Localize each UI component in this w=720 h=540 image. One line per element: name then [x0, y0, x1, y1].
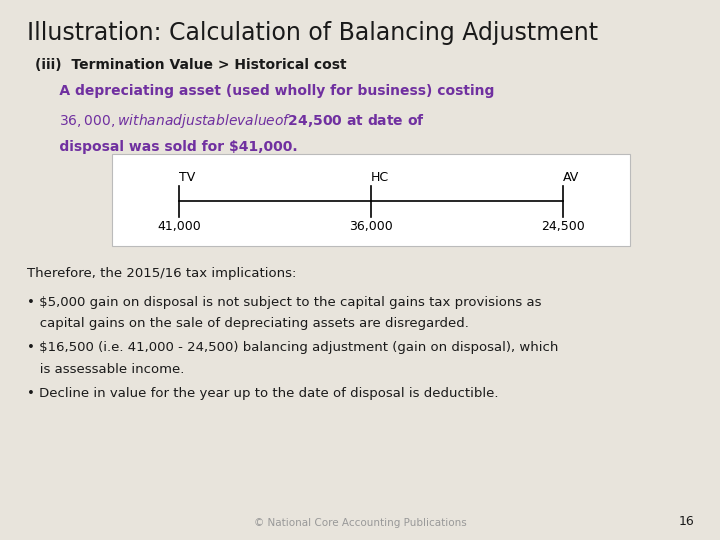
Text: A depreciating asset (used wholly for business) costing: A depreciating asset (used wholly for bu… — [35, 84, 494, 98]
Text: • $5,000 gain on disposal is not subject to the capital gains tax provisions as: • $5,000 gain on disposal is not subject… — [27, 296, 542, 309]
Text: Illustration: Calculation of Balancing Adjustment: Illustration: Calculation of Balancing A… — [27, 21, 598, 44]
Text: 41,000: 41,000 — [157, 220, 201, 233]
FancyBboxPatch shape — [112, 154, 630, 246]
Text: • Decline in value for the year up to the date of disposal is deductible.: • Decline in value for the year up to th… — [27, 387, 499, 400]
Text: AV: AV — [562, 171, 579, 184]
Text: TV: TV — [179, 171, 195, 184]
Text: HC: HC — [371, 171, 389, 184]
Text: (iii)  Termination Value > Historical cost: (iii) Termination Value > Historical cos… — [35, 58, 346, 72]
Text: disposal was sold for $41,000.: disposal was sold for $41,000. — [35, 140, 297, 154]
Text: • $16,500 (i.e. 41,000 - 24,500) balancing adjustment (gain on disposal), which: • $16,500 (i.e. 41,000 - 24,500) balanci… — [27, 341, 559, 354]
Text: 16: 16 — [679, 515, 695, 528]
Text: $36,000, with an adjustable value of $24,500 at date of: $36,000, with an adjustable value of $24… — [35, 112, 424, 130]
Text: Therefore, the 2015/16 tax implications:: Therefore, the 2015/16 tax implications: — [27, 267, 297, 280]
Text: 36,000: 36,000 — [349, 220, 392, 233]
Text: capital gains on the sale of depreciating assets are disregarded.: capital gains on the sale of depreciatin… — [27, 318, 469, 330]
Text: © National Core Accounting Publications: © National Core Accounting Publications — [253, 518, 467, 528]
Text: 24,500: 24,500 — [541, 220, 585, 233]
Text: is assessable income.: is assessable income. — [27, 363, 185, 376]
